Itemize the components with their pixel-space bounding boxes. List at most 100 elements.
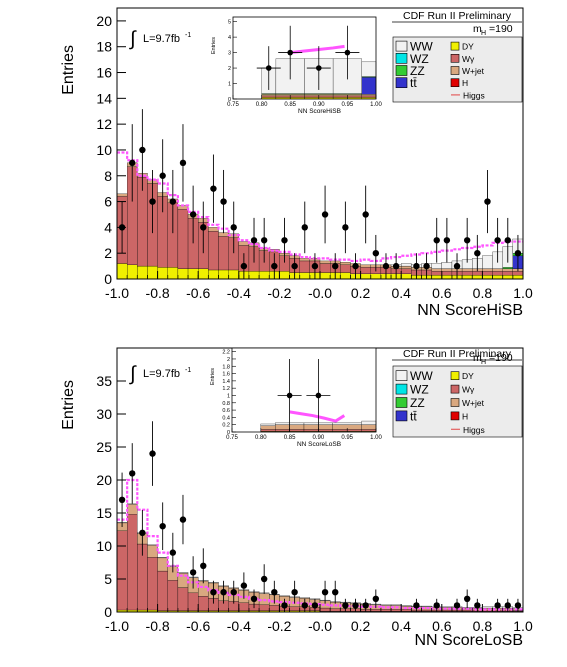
losb-legend-label-DY: DY — [462, 371, 474, 381]
hisb-legend-swatch-Wjet — [450, 66, 460, 75]
hisb-bar-DY — [472, 274, 483, 280]
hisb-bar-DY — [116, 263, 128, 280]
losb-inset-bar-Wy — [260, 429, 276, 432]
hisb-bar-Wy — [431, 271, 442, 276]
hisb-inset-x-tick-label: 0.80 — [256, 102, 268, 108]
hisb-bar-Wjet — [238, 241, 250, 246]
hisb-x-tick-label: -0.6 — [186, 285, 210, 301]
losb-data-point — [179, 516, 187, 523]
hisb-legend-label-H: H — [462, 78, 468, 88]
losb-data-point — [301, 602, 308, 609]
hisb-bar-DY — [319, 272, 331, 280]
hisb-bar-Wjet — [340, 262, 351, 265]
hisb-data-point — [382, 262, 390, 270]
hisb-data-point — [453, 262, 461, 270]
hisb-data-point — [159, 172, 166, 179]
hisb-bar-DY — [340, 272, 351, 280]
losb-bar-Wy — [269, 605, 280, 611]
hisb-bar-Wjet — [208, 227, 219, 232]
hisb-mass-label: m — [473, 23, 482, 35]
losb-data-point — [220, 589, 227, 596]
losb-inset-data-point — [286, 392, 293, 399]
hisb-bar-Wjet — [431, 268, 442, 272]
hisb-inset-frame — [232, 16, 377, 100]
hisb-data-point — [301, 224, 308, 231]
losb-inset-y-tick-label: 0.2 — [222, 423, 230, 429]
hisb-x-tick-label: 1.0 — [513, 285, 533, 301]
losb-legend-label-higgs: Higgs — [463, 425, 485, 435]
losb-data-point — [332, 589, 339, 596]
losb-data-point — [250, 595, 258, 602]
losb-y-axis-label: Entries — [60, 380, 77, 430]
losb-legend-label-WZ: WZ — [410, 383, 429, 397]
losb-inset-y-tick-label: 0.8 — [222, 401, 230, 407]
hisb-data-point — [271, 262, 278, 270]
losb-inset-bar-WW — [260, 423, 276, 426]
losb-data-point — [463, 595, 471, 602]
hisb-bar-Wy — [512, 271, 524, 276]
losb-data-point — [271, 589, 278, 596]
losb-data-point — [514, 602, 522, 609]
hisb-data-point — [332, 262, 339, 270]
hisb-inset-data-point — [316, 65, 322, 71]
hisb-bar-DY — [299, 272, 311, 280]
losb-x-tick-label: -0.8 — [146, 618, 170, 634]
hisb-bar-Wy — [340, 264, 351, 273]
hisb-lumi-label: L=9.7fb — [143, 33, 180, 45]
losb-data-point — [321, 589, 329, 596]
losb-data-point — [159, 523, 166, 530]
losb-data-point — [453, 602, 461, 609]
hisb-y-tick-label: 10 — [96, 142, 112, 158]
hisb-legend-swatch-Wy — [450, 53, 460, 63]
losb-inset-y-tick-label: 0.4 — [222, 415, 230, 421]
hisb-y-axis-label: Entries — [60, 45, 77, 95]
hisb-bar-DY — [157, 267, 168, 280]
losb-bar-Wy — [157, 570, 168, 611]
losb-x-tick-label: 1.0 — [513, 618, 533, 634]
hisb-higgs-line — [117, 151, 523, 263]
hisb-bar-Wy — [177, 209, 189, 269]
losb-bar-Wy — [401, 609, 412, 612]
losb-data-point — [210, 589, 217, 596]
losb-inset-x-tick-label: 0.95 — [341, 435, 353, 441]
hisb-y-tick-label: 6 — [104, 194, 112, 210]
hisb-bar-Wjet — [482, 268, 493, 272]
losb-data-point — [118, 496, 126, 503]
losb-bar-Wy — [319, 607, 331, 612]
hisb-inset-bar-Wjet — [361, 94, 377, 97]
losb-bar-WW — [299, 597, 311, 599]
losb-data-point — [169, 549, 177, 556]
hisb-data-point — [443, 237, 451, 244]
hisb-integral-symbol: ∫ — [129, 28, 137, 50]
hisb-x-tick-label: 0.4 — [391, 285, 411, 301]
losb-bar-WW — [127, 503, 138, 505]
losb-bar-WW — [157, 557, 168, 559]
losb-bar-Wy — [380, 609, 392, 612]
losb-bar-Wy — [147, 557, 158, 611]
hisb-data-point — [392, 262, 400, 270]
losb-header: CDF Run II Preliminary — [403, 348, 512, 360]
hisb-bar-Wjet — [360, 264, 371, 268]
losb-x-tick-label: -0.6 — [186, 618, 210, 634]
hisb-bar-DY — [512, 274, 524, 280]
hisb-bar-WW — [401, 263, 412, 267]
losb-bar-Wy — [177, 587, 189, 611]
losb-bar-Wy — [390, 609, 402, 612]
losb-inset-x-tick-label: 0.90 — [313, 435, 325, 441]
hisb-legend-label-ZZ: ZZ — [410, 64, 425, 78]
hisb-bar-DY — [137, 265, 148, 280]
losb-inset-x-tick-label: 1.00 — [370, 435, 382, 441]
losb-data-point — [230, 589, 237, 596]
hisb-legend-label-WZ: WZ — [410, 52, 429, 66]
losb-y-tick-label: 25 — [96, 439, 112, 455]
hisb-bar-Wy — [472, 271, 483, 276]
losb-integral-symbol: ∫ — [129, 363, 137, 385]
hisb-bar-DY — [228, 269, 239, 280]
hisb-data-point — [210, 185, 217, 192]
hisb-bar-DY — [279, 271, 290, 280]
losb-x-tick-label: 0.4 — [391, 618, 411, 634]
hisb-y-tick-label: 16 — [96, 65, 112, 81]
hisb-inset-y-tick-label: 0 — [228, 97, 231, 103]
hisb-bar-DY — [198, 268, 209, 280]
